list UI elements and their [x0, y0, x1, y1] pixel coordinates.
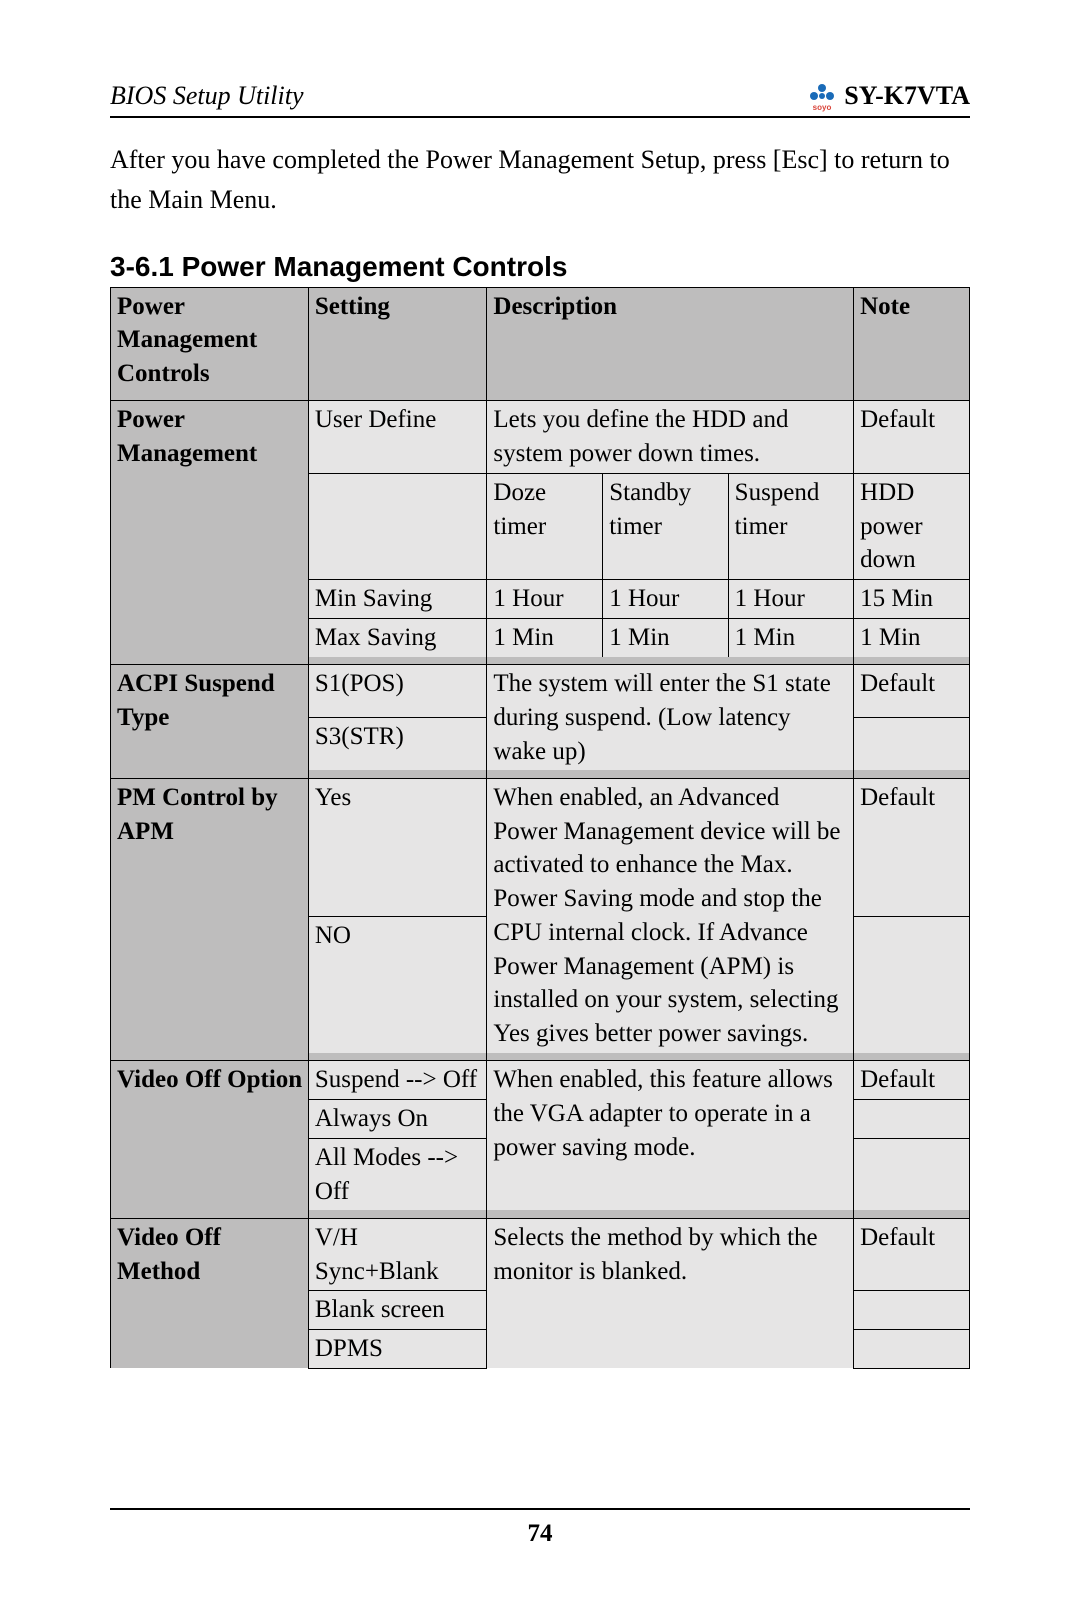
- pm-row-1: Power Management User Define Lets you de…: [111, 401, 970, 474]
- voo-setting3: All Modes --> Off: [308, 1138, 487, 1210]
- soyo-logo-icon: soyo: [806, 80, 838, 112]
- vom-desc: Selects the method by which the monitor …: [487, 1218, 854, 1368]
- page: BIOS Setup Utility soyo SY-K7VTA After y…: [0, 0, 1080, 1618]
- header-right: soyo SY-K7VTA: [806, 80, 970, 112]
- acpi-desc: The system will enter the S1 state durin…: [487, 665, 854, 771]
- vom-note: Default: [854, 1218, 970, 1291]
- spacer: [111, 1053, 970, 1061]
- apm-label: PM Control by APM: [111, 778, 309, 1053]
- vom-setting3: DPMS: [308, 1330, 487, 1369]
- pm-max-label: Max Saving: [308, 618, 487, 656]
- apm-note2: [854, 916, 970, 1052]
- pm-max-c3: 1 Min: [728, 618, 853, 656]
- pm-max-c4: 1 Min: [854, 618, 970, 656]
- vom-note3: [854, 1330, 970, 1369]
- th-col2: Setting: [308, 287, 487, 393]
- pm-sub-c4: HDD power down: [854, 473, 970, 579]
- voo-note: Default: [854, 1061, 970, 1100]
- th-col3: Description: [487, 287, 854, 393]
- voo-label: Video Off Option: [111, 1061, 309, 1211]
- voo-note3: [854, 1138, 970, 1210]
- acpi-note: Default: [854, 665, 970, 718]
- spacer: [111, 1210, 970, 1218]
- pm-sub-c2: Standby timer: [603, 473, 728, 579]
- section-title: 3-6.1 Power Management Controls: [110, 251, 970, 283]
- pm-max-c1: 1 Min: [487, 618, 603, 656]
- apm-setting1: Yes: [308, 778, 487, 916]
- pm-min-c3: 1 Hour: [728, 580, 853, 619]
- pm-min-label: Min Saving: [308, 580, 487, 619]
- page-number: 74: [0, 1520, 1080, 1548]
- pm-setting1: User Define: [308, 401, 487, 474]
- apm-note: Default: [854, 778, 970, 916]
- acpi-setting1: S1(POS): [308, 665, 487, 718]
- voo-note2: [854, 1100, 970, 1139]
- pm-max-c2: 1 Min: [603, 618, 728, 656]
- th-col1: Power Management Controls: [111, 287, 309, 393]
- voo-row-1: Video Off Option Suspend --> Off When en…: [111, 1061, 970, 1100]
- th-col4: Note: [854, 287, 970, 393]
- pm-sub-c1: Doze timer: [487, 473, 603, 579]
- apm-row-1: PM Control by APM Yes When enabled, an A…: [111, 778, 970, 916]
- pm-min-c4: 15 Min: [854, 580, 970, 619]
- voo-desc: When enabled, this feature allows the VG…: [487, 1061, 854, 1211]
- pm-subhead-row: Doze timer Standby timer Suspend timer H…: [111, 473, 970, 579]
- vom-row-1: Video Off Method V/H Sync+Blank Selects …: [111, 1218, 970, 1291]
- pm-sub-empty: [308, 473, 487, 579]
- pm-label-cont: [111, 473, 309, 579]
- svg-text:soyo: soyo: [813, 103, 832, 112]
- page-header: BIOS Setup Utility soyo SY-K7VTA: [110, 80, 970, 118]
- footer: 74: [0, 1508, 1080, 1548]
- pm-min-row: Min Saving 1 Hour 1 Hour 1 Hour 15 Min: [111, 580, 970, 619]
- vom-setting1: V/H Sync+Blank: [308, 1218, 487, 1291]
- pm-controls-table: Power Management Controls Setting Descri…: [110, 287, 970, 1369]
- table-header-row: Power Management Controls Setting Descri…: [111, 287, 970, 393]
- pm-min-c1: 1 Hour: [487, 580, 603, 619]
- pm-desc1: Lets you define the HDD and system power…: [487, 401, 854, 474]
- vom-note2: [854, 1291, 970, 1330]
- acpi-label: ACPI Suspend Type: [111, 665, 309, 771]
- acpi-note2: [854, 718, 970, 771]
- spacer: [111, 393, 970, 401]
- apm-setting2: NO: [308, 916, 487, 1052]
- vom-label: Video Off Method: [111, 1218, 309, 1368]
- apm-desc: When enabled, an Advanced Power Manageme…: [487, 778, 854, 1053]
- acpi-setting2: S3(STR): [308, 718, 487, 771]
- pm-min-c2: 1 Hour: [603, 580, 728, 619]
- spacer: [111, 657, 970, 665]
- intro-text: After you have completed the Power Manag…: [110, 140, 970, 221]
- pm-max-row: Max Saving 1 Min 1 Min 1 Min 1 Min: [111, 618, 970, 656]
- voo-setting1: Suspend --> Off: [308, 1061, 487, 1100]
- acpi-row-1: ACPI Suspend Type S1(POS) The system wil…: [111, 665, 970, 718]
- pm-note1: Default: [854, 401, 970, 474]
- vom-setting2: Blank screen: [308, 1291, 487, 1330]
- spacer: [111, 770, 970, 778]
- model-label: SY-K7VTA: [844, 81, 970, 111]
- pm-label: Power Management: [111, 401, 309, 474]
- voo-setting2: Always On: [308, 1100, 487, 1139]
- header-left: BIOS Setup Utility: [110, 81, 304, 111]
- pm-sub-c3: Suspend timer: [728, 473, 853, 579]
- footer-rule: [110, 1508, 970, 1510]
